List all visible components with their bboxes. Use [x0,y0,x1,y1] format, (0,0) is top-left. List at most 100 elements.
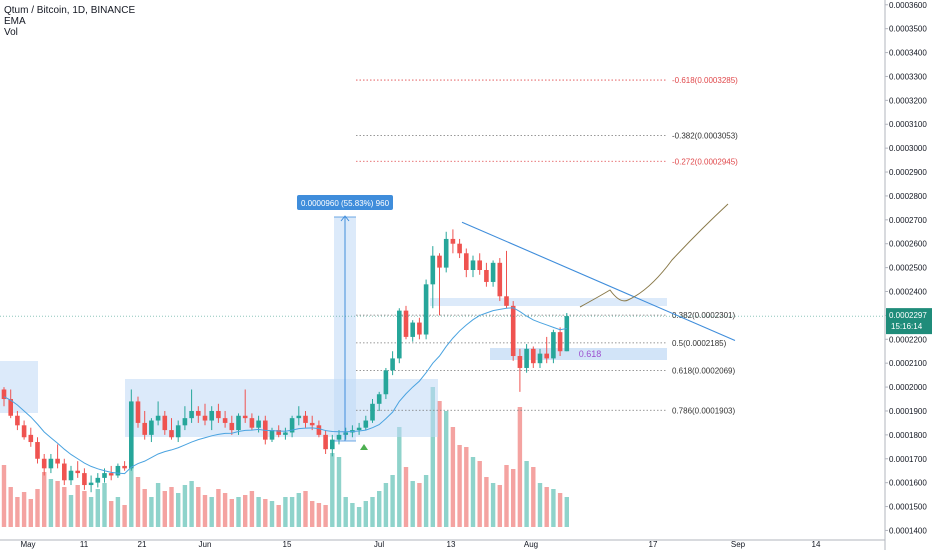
volume-bar [236,497,241,527]
volume-bar [336,457,342,527]
candle-body [497,262,503,297]
volume-bar [135,477,141,527]
volume-bar [182,485,188,527]
volume-bar [430,387,435,527]
price-tick-label: 0.0001500 [889,503,927,512]
candle-body [551,332,556,359]
fib-zone-label: 0.618 [579,349,602,359]
volume-bar [8,487,13,527]
price-tick-label: 0.0001800 [889,431,927,440]
fibonacci-levels: -0.618(0.0003285) -0.382(0.0003053) -0.272… [356,76,738,415]
volume-bar [330,453,335,527]
time-tick-label: 13 [447,540,456,549]
candle-body [28,434,34,443]
candle-body [403,310,409,337]
candle-body [490,262,496,282]
indicator-vol-label: Vol [4,27,18,38]
fib-label: 0.5(0.0002185) [672,339,727,348]
candle-body [155,415,161,421]
measure-label: 0.0000960 (55.83%) 960 [301,199,390,208]
volume-bar [129,442,134,527]
volume-bar [310,501,315,527]
volume-bar [296,493,301,527]
candle-body [196,410,201,416]
candle-body [256,420,261,428]
candle-body [316,425,322,435]
volume-bar [189,481,194,527]
volume-bar [68,495,74,527]
volume-bar [15,497,20,527]
volume-bar [28,499,33,527]
candle-body [108,473,114,476]
fib-label: -0.272(0.0002945) [672,157,738,166]
price-tick-label: 0.0001700 [889,455,927,464]
fib-label: 0.786(0.0001903) [672,406,736,415]
price-tick-label: 0.0003600 [889,1,927,10]
volume-bar [216,489,221,527]
ema-line [3,307,567,475]
volume-bar [62,487,67,527]
candle-body [564,316,570,352]
candle-body [470,260,476,270]
volume-bar [95,489,100,527]
volume-bar [256,497,261,527]
volume-bar [356,507,362,527]
volume-bars [1,387,569,527]
candle-body [484,270,489,282]
price-tick-label: 0.0001400 [889,526,927,535]
volume-bar [42,472,47,527]
candle-body [115,465,121,476]
time-tick-label: 17 [649,540,658,549]
candle-body [464,253,469,270]
price-tick-label: 0.0002800 [889,192,927,201]
volume-bar [544,487,549,527]
signal-marker-icon [360,444,368,450]
time-tick-label: 21 [138,540,147,549]
volume-bar [470,457,476,527]
volume-bar [55,481,60,527]
volume-bar [122,505,127,527]
volume-bar [142,489,147,527]
candle-body [95,477,101,483]
volume-bar [209,497,214,527]
measure-arrow-head [340,215,350,222]
candle-body [182,418,188,426]
price-tick-label: 0.0003500 [889,25,927,34]
drawings: 0.0000960 (55.83%) 960 0.618 [297,195,736,450]
candle-body [410,322,415,337]
candle-body [21,425,27,438]
price-tick-label: 0.0003000 [889,144,927,153]
time-tick-label: Sep [731,540,746,549]
volume-bar [477,461,482,527]
volume-bar [390,475,395,527]
volume-bar [524,461,529,527]
price-tick-label: 0.0002000 [889,383,927,392]
volume-bar [350,503,355,527]
candle-body [129,401,134,469]
candle-body [55,458,60,464]
volume-bar [222,493,228,527]
volume-bar [82,491,87,527]
volume-bar [564,497,569,527]
volume-bar [276,505,281,527]
indicator-ema-label: EMA [4,16,26,27]
candle-body [236,415,241,431]
time-tick-label: Jun [199,540,212,549]
volume-bar [243,495,248,527]
candle-body [283,432,288,435]
time-tick-label: Jul [374,540,384,549]
volume-bar [149,497,154,527]
candle-body [229,422,235,431]
candle-body [309,422,315,426]
volume-bar [363,501,368,527]
fib-label: -0.382(0.0003053) [672,131,738,140]
candle-body [390,358,395,371]
volume-bar [423,475,429,527]
chart-title: Qtum / Bitcoin, 1D, BINANCE [4,5,136,16]
volume-bar [517,407,523,527]
volume-bar [437,401,442,527]
current-price-label: 0.0002297 [889,311,927,320]
candle-body [202,415,208,421]
